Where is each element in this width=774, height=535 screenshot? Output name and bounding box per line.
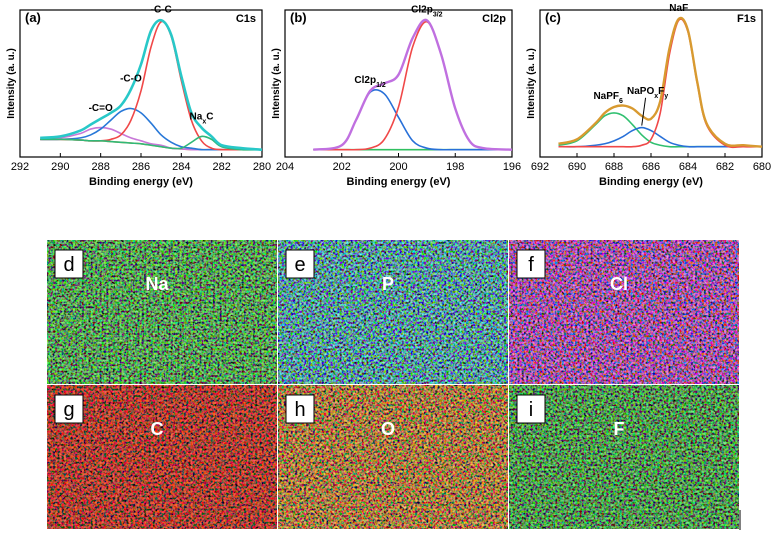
x-tick-label: 282 [212,161,230,173]
map-letter: h [294,399,305,421]
peak-label-part: x [202,118,206,125]
x-tick-label: 196 [503,161,521,173]
x-tick-label: 684 [679,161,697,173]
panel-label: (c) [545,10,561,25]
peak-label-part: y [664,92,668,99]
peak-label-part: 1/2 [376,81,386,88]
x-tick-label: 688 [605,161,623,173]
y-axis-label: Intensity (a. u.) [6,48,17,119]
x-tick-label: 292 [11,161,29,173]
x-tick-label: 680 [753,161,771,173]
map-element: Na [145,274,169,294]
map-element: P [382,274,394,294]
spectrum-curve [558,16,763,148]
x-tick-label: 202 [333,161,351,173]
x-tick-label: 682 [716,161,734,173]
peak-label-part: -C-O [120,73,142,84]
map-letter-box [54,394,84,424]
peak-label: -C=O [89,103,113,114]
peak-label-part: NaPF [593,91,619,102]
x-tick-label: 284 [172,161,190,173]
panel-label: (a) [25,10,41,25]
map-letter-box [285,249,315,279]
panel-title: Cl2p [482,13,506,25]
map-element: F [614,419,625,439]
map-letter: f [528,254,534,276]
peak-label-part: x [654,92,658,99]
plot-frame [284,9,513,158]
spectrum-curve [313,18,513,151]
x-tick-label: 690 [568,161,586,173]
map-letter: e [294,254,305,276]
peak-label-part: C [206,112,213,123]
map-letter-box [54,249,84,279]
peak-label-part: -C=O [89,103,113,114]
map-letter: i [529,399,533,421]
elemental-map [47,385,277,529]
elemental-map [509,240,739,384]
x-tick-label: 686 [642,161,660,173]
peak-label: Cl2p1/2 [354,75,386,89]
spectrum-curve [313,88,512,151]
x-tick-label: 286 [132,161,150,173]
peak-label-part: NaF [669,3,688,14]
x-tick-label: 288 [91,161,109,173]
x-tick-label: 280 [253,161,271,173]
panel-title: F1s [737,13,756,25]
peak-label-part: Cl2p [354,75,376,86]
y-axis-label: Intensity (a. u.) [271,48,282,119]
peak-label: NaxC [190,112,214,126]
plot-frame [539,9,763,158]
x-tick-label: 204 [276,161,294,173]
peak-label: -C-O [120,73,142,84]
x-axis-label: Binding energy (eV) [347,176,451,188]
map-element: C [151,419,164,439]
x-tick-label: 290 [51,161,69,173]
map-element: Cl [610,274,628,294]
spectrum-curve [40,135,263,151]
peak-label-part: 3/2 [433,11,443,18]
map-letter-box [516,249,546,279]
x-axis-label: Binding energy (eV) [89,176,193,188]
x-tick-label: 200 [389,161,407,173]
peak-label: Cl2p3/2 [411,4,443,18]
peak-label-part: NaPO [627,86,654,97]
elemental-map [509,385,739,529]
peak-label: -C-C [151,4,172,15]
elemental-map [278,385,508,529]
x-tick-label: 692 [531,161,549,173]
peak-label-part: Cl2p [411,4,433,15]
spectrum-curve [558,126,762,148]
map-letter-box [516,394,546,424]
peak-label-part: 6 [619,98,623,105]
peak-label: NaPF6 [593,91,623,105]
peak-label: NaF [669,3,688,14]
y-axis-label: Intensity (a. u.) [526,48,537,119]
peak-label-part: Na [190,112,203,123]
map-letter: g [63,399,74,421]
spectrum-curve [40,18,263,151]
elemental-map [278,240,508,384]
panel-label: (b) [290,10,307,25]
peak-label: NaPOxFy [627,86,668,100]
peak-arrow [641,97,647,126]
spectrum-curve [40,107,262,151]
peak-label-part: -C-C [151,4,172,15]
x-axis-label: Binding energy (eV) [599,176,703,188]
map-element: O [381,419,395,439]
x-tick-label: 198 [446,161,464,173]
map-letter: d [63,254,74,276]
spectrum-curve [40,20,262,151]
elemental-map [47,240,277,384]
peak-label-part: F [658,86,664,97]
map-letter-box [285,394,315,424]
spectrum-curve [313,20,513,151]
panel-title: C1s [236,13,256,25]
